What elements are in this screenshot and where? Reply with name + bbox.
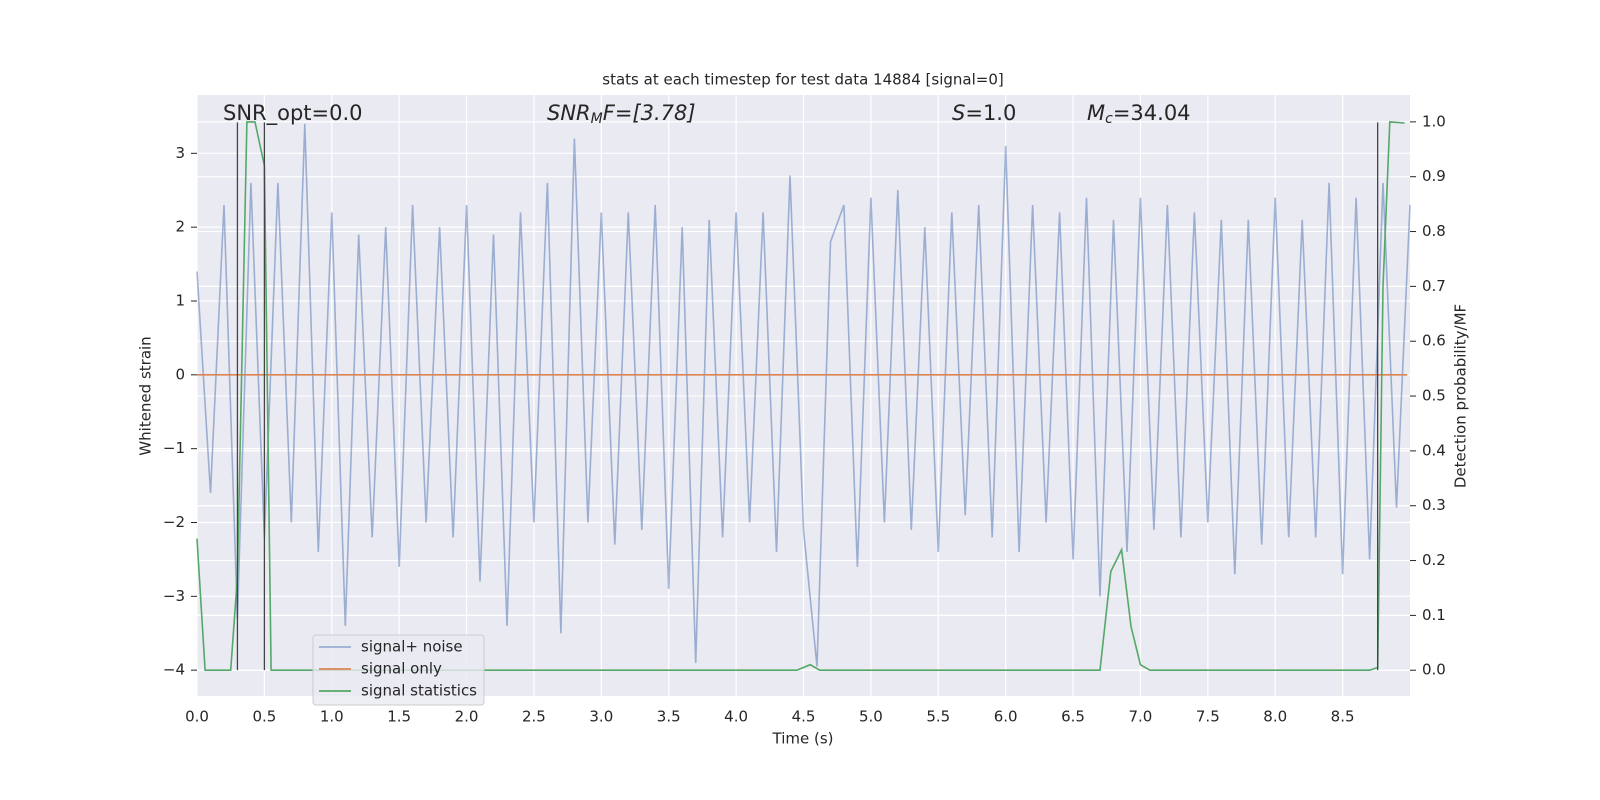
annotation-text: SNR [547, 101, 591, 125]
annotation: S=1.0 [952, 101, 1016, 125]
x-tick-label: 6.0 [994, 708, 1018, 726]
y2-tick-label: 1.0 [1422, 112, 1446, 130]
y2-tick-label: 0.8 [1422, 222, 1446, 240]
y2-tick-label: 0.0 [1422, 661, 1446, 679]
y2-tick-label: 0.6 [1422, 332, 1446, 350]
x-tick-label: 0.5 [252, 708, 276, 726]
legend-label: signal only [361, 660, 442, 678]
x-tick-label: 7.5 [1196, 708, 1220, 726]
chart-title: stats at each timestep for test data 148… [602, 71, 1003, 89]
y-tick-label: −3 [163, 587, 185, 605]
annotation-sub: M [591, 111, 603, 127]
y-tick-label: 1 [175, 291, 185, 309]
y-tick-label: −1 [163, 439, 185, 457]
annotation-text: =34.04 [1113, 101, 1191, 125]
x-tick-label: 7.0 [1129, 708, 1153, 726]
y2-tick-label: 0.4 [1422, 441, 1446, 459]
y-tick-label: −4 [163, 661, 185, 679]
y-tick-label: 2 [175, 218, 185, 236]
annotation-text: =1.0 [965, 101, 1016, 125]
x-tick-label: 2.0 [455, 708, 479, 726]
series-line [196, 123, 1411, 667]
y-tick-label: −2 [163, 513, 185, 531]
annotation: SNR_opt=0.0 [223, 101, 363, 126]
legend-label: signal statistics [361, 682, 477, 700]
y-tick-label: 0 [175, 365, 185, 383]
x-tick-label: 0.0 [185, 708, 209, 726]
y-tick-label: 3 [175, 144, 185, 162]
series-line [196, 121, 1405, 672]
annotation-sub: c [1105, 111, 1113, 127]
annotation: SNRMF=[3.78] [547, 101, 696, 127]
annotation-text: S [952, 101, 965, 125]
x-tick-label: 3.0 [589, 708, 613, 726]
legend-label: signal+ noise [361, 638, 463, 656]
x-tick-label: 5.5 [926, 708, 950, 726]
y-axis-label: Whitened strain [137, 336, 155, 455]
y2-tick-label: 0.1 [1422, 606, 1446, 624]
y2-tick-label: 0.9 [1422, 167, 1446, 185]
x-tick-label: 5.0 [859, 708, 883, 726]
x-tick-label: 4.5 [792, 708, 816, 726]
annotation: Mc=34.04 [1087, 101, 1191, 127]
x-tick-label: 4.0 [724, 708, 748, 726]
x-tick-label: 3.5 [657, 708, 681, 726]
marks [196, 121, 1411, 672]
x-axis-label: Time (s) [772, 730, 834, 748]
x-tick-label: 8.5 [1331, 708, 1355, 726]
y2-tick-label: 0.2 [1422, 551, 1446, 569]
legend-box [312, 634, 485, 706]
x-tick-label: 1.0 [320, 708, 344, 726]
x-tick-label: 1.5 [387, 708, 411, 726]
x-tick-label: 6.5 [1061, 708, 1085, 726]
y2-tick-label: 0.3 [1422, 496, 1446, 514]
y2-axis-label: Detection probability/MF [1452, 304, 1470, 488]
grid [196, 95, 1410, 696]
legend: signal+ noise signal only signal statistic… [312, 634, 485, 706]
x-tick-label: 2.5 [522, 708, 546, 726]
annotation-text: F=[3.78] [603, 101, 696, 125]
x-tick-label: 8.0 [1263, 708, 1287, 726]
y2-tick-label: 0.7 [1422, 277, 1446, 295]
annotation-text: M [1087, 101, 1105, 125]
y2-tick-label: 0.5 [1422, 387, 1446, 405]
annotation-text: SNR_opt=0.0 [223, 101, 363, 126]
